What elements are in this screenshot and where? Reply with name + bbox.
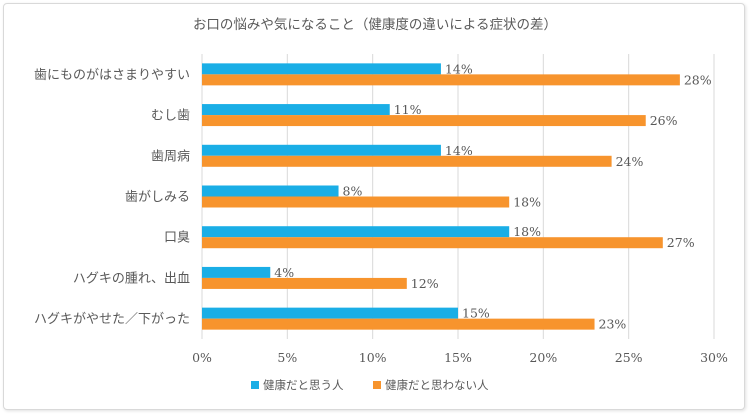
legend-label: 健康だと思う人 [263,378,344,392]
bar-healthy [202,144,441,156]
data-label: 14% [445,143,473,158]
data-label: 27% [667,235,695,250]
bar-healthy [202,185,339,197]
legend-label: 健康だと思わない人 [385,378,489,392]
bar-not-healthy [202,318,595,330]
x-tick-label: 25% [615,350,643,365]
x-tick-label: 20% [529,350,557,365]
bar-not-healthy [202,277,407,289]
bar-healthy [202,104,390,116]
bars [202,63,680,330]
category-label: 口臭 [164,231,190,246]
bar-healthy [202,266,271,278]
data-label: 18% [513,195,541,210]
category-labels: 歯にものがはさまりやすいむし歯歯周病歯がしみる口臭ハグキの腫れ、出血ハグキがやせ… [34,68,190,327]
category-label: 歯にものがはさまりやすい [34,68,190,83]
data-label: 24% [616,154,644,169]
data-label: 12% [411,276,439,291]
legend: 健康だと思う人 健康だと思わない人 [251,378,489,392]
bar-not-healthy [202,237,663,249]
x-tick-label: 15% [444,350,472,365]
legend-swatch [373,381,381,389]
data-label: 4% [274,265,294,280]
bar-not-healthy [202,74,680,86]
data-labels: 14% 28% 11% 26% 14% 24% 8% 18% 18% 27% 4% 12% 15% 23% [274,61,712,331]
legend-swatch [251,381,259,389]
data-label: 28% [684,72,712,87]
x-tick-label: 0% [192,350,212,365]
data-label: 14% [445,61,473,76]
x-tick-label: 30% [700,350,728,365]
bar-not-healthy [202,155,612,167]
data-label: 23% [599,317,627,332]
bar-healthy [202,307,458,319]
data-label: 15% [462,306,490,321]
category-label: むし歯 [151,109,190,124]
bar-healthy [202,226,510,238]
category-label: ハグキの腫れ、出血 [73,270,190,286]
category-label: ハグキがやせた／下がった [34,312,190,327]
data-label: 8% [343,184,363,199]
data-label: 18% [513,224,541,239]
data-label: 26% [650,113,678,128]
x-tick-label: 10% [359,350,387,365]
category-label: 歯がしみる [125,190,190,205]
gridlines [201,54,715,339]
category-label: 歯周病 [151,149,190,164]
chart-title: お口の悩みや気になること（健康度の違いによる症状の差） [193,16,557,33]
data-label: 11% [394,102,422,117]
bar-not-healthy [202,196,510,208]
bar-not-healthy [202,115,646,127]
bar-healthy [202,63,441,75]
x-tick-label: 5% [277,350,297,365]
x-tick-labels: 0% 5% 10% 15% 20% 25% 30% [192,350,728,365]
